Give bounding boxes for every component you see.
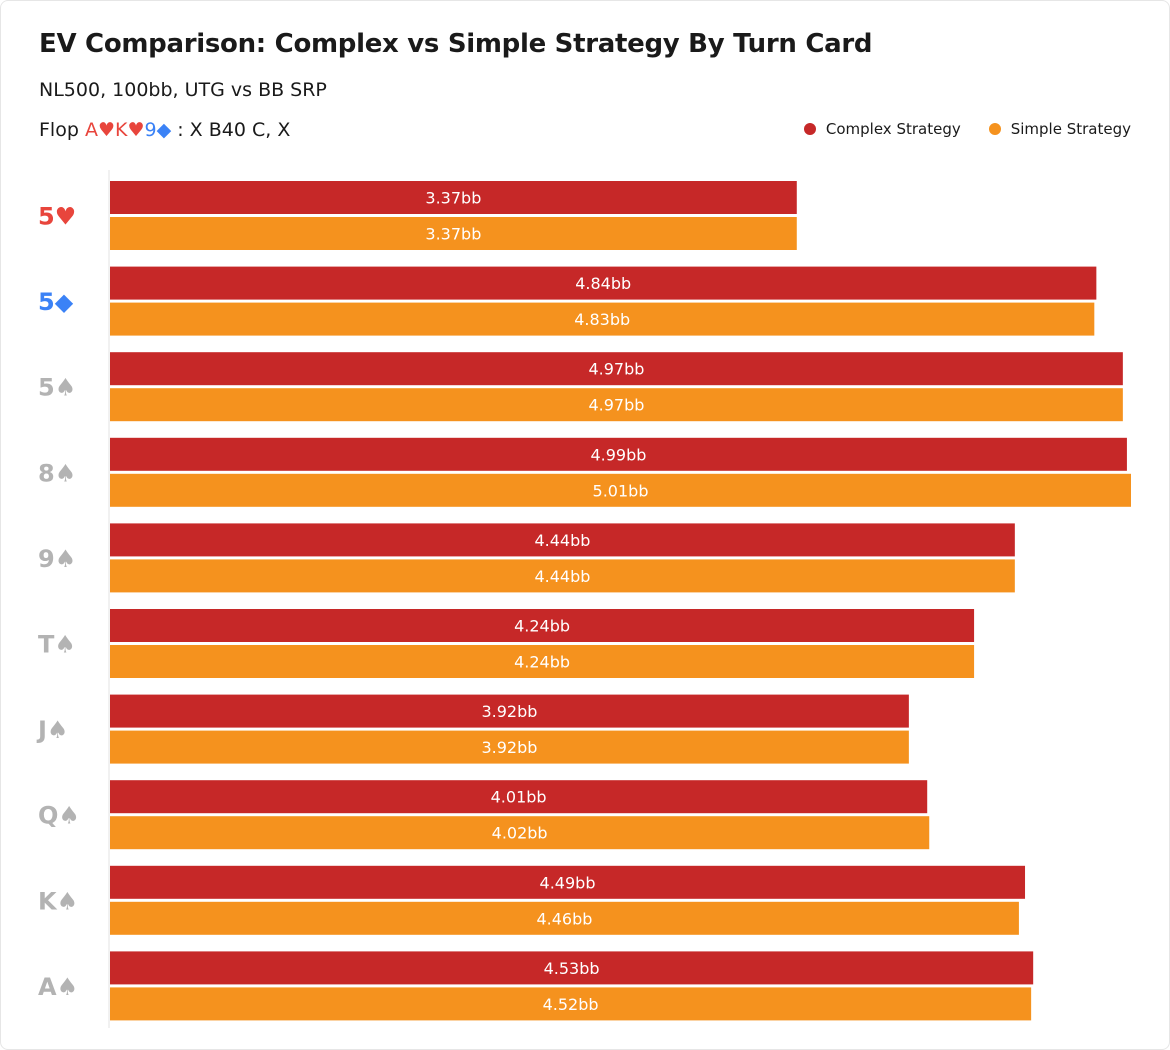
data-label: 4.46bb xyxy=(536,909,592,928)
data-label: 4.24bb xyxy=(514,617,570,636)
data-label: 3.37bb xyxy=(425,225,481,244)
legend-dot-simple xyxy=(988,123,1001,135)
category-label: Q♠ xyxy=(38,802,80,830)
data-label: 4.99bb xyxy=(590,445,646,464)
bar-simple[interactable] xyxy=(110,388,1123,422)
legend-label-simple: Simple Strategy xyxy=(1010,120,1131,138)
bar-complex[interactable] xyxy=(110,609,975,642)
legend-item-complex[interactable]: Complex Strategy xyxy=(803,120,961,138)
category-label: 5♥ xyxy=(38,203,76,231)
bar-complex[interactable] xyxy=(110,951,1034,985)
bar-simple[interactable] xyxy=(110,473,1131,507)
bar-simple[interactable] xyxy=(110,217,797,250)
bar-simple[interactable] xyxy=(110,645,975,678)
chart-title: EV Comparison: Complex vs Simple Strateg… xyxy=(39,29,873,59)
bar-complex[interactable] xyxy=(110,780,928,814)
bar-simple[interactable] xyxy=(110,987,1032,1021)
data-label: 4.97bb xyxy=(588,396,644,415)
data-label: 4.44bb xyxy=(534,567,590,586)
flop-action: : X B40 C, X xyxy=(177,119,291,141)
bar-complex[interactable] xyxy=(110,523,1015,557)
bar-complex[interactable] xyxy=(110,352,1123,386)
data-label: 4.53bb xyxy=(544,959,600,978)
data-label: 3.92bb xyxy=(481,738,537,757)
data-label: 4.44bb xyxy=(534,531,590,550)
data-label: 4.83bb xyxy=(574,310,630,329)
legend-dot-complex xyxy=(803,123,816,135)
bar-simple[interactable] xyxy=(110,816,930,850)
bar-simple[interactable] xyxy=(110,730,909,764)
data-label: 4.84bb xyxy=(575,274,631,293)
data-label: 4.01bb xyxy=(491,788,547,807)
category-label: 8♠ xyxy=(38,459,76,487)
data-label: 5.01bb xyxy=(593,481,649,500)
data-label: 3.92bb xyxy=(481,702,537,721)
bar-complex[interactable] xyxy=(110,437,1127,471)
flop-card-1: A♥ xyxy=(84,119,115,141)
category-label: 5♠ xyxy=(38,374,76,402)
data-label: 4.52bb xyxy=(543,995,599,1014)
category-label: 9♠ xyxy=(38,545,76,573)
bar-complex[interactable] xyxy=(110,266,1097,300)
bar-simple[interactable] xyxy=(110,559,1015,593)
category-label: K♠ xyxy=(38,887,78,915)
category-label: A♠ xyxy=(38,973,78,1001)
legend-item-simple[interactable]: Simple Strategy xyxy=(988,120,1131,138)
category-label: T♠ xyxy=(38,631,76,659)
flop-card-2: K♥ xyxy=(114,119,145,141)
chart-subtitle: NL500, 100bb, UTG vs BB SRP xyxy=(39,79,327,101)
chart-legend: Complex Strategy Simple Strategy xyxy=(803,120,1131,138)
legend-label-complex: Complex Strategy xyxy=(825,120,961,138)
bar-simple[interactable] xyxy=(110,302,1095,336)
bar-complex[interactable] xyxy=(110,181,797,214)
data-label: 4.02bb xyxy=(492,824,548,843)
data-label: 4.49bb xyxy=(540,873,596,892)
category-label: 5◆ xyxy=(38,288,74,316)
bar-complex[interactable] xyxy=(110,865,1026,899)
bar-complex[interactable] xyxy=(110,694,909,728)
data-label: 3.37bb xyxy=(425,189,481,208)
flop-line: Flop A♥K♥9◆ : X B40 C, X xyxy=(39,119,290,141)
flop-card-3: 9◆ xyxy=(144,119,172,141)
data-label: 4.24bb xyxy=(514,653,570,672)
bar-simple[interactable] xyxy=(110,901,1019,935)
data-label: 4.97bb xyxy=(588,360,644,379)
category-label: J♠ xyxy=(36,716,68,744)
flop-prefix: Flop xyxy=(39,119,79,141)
